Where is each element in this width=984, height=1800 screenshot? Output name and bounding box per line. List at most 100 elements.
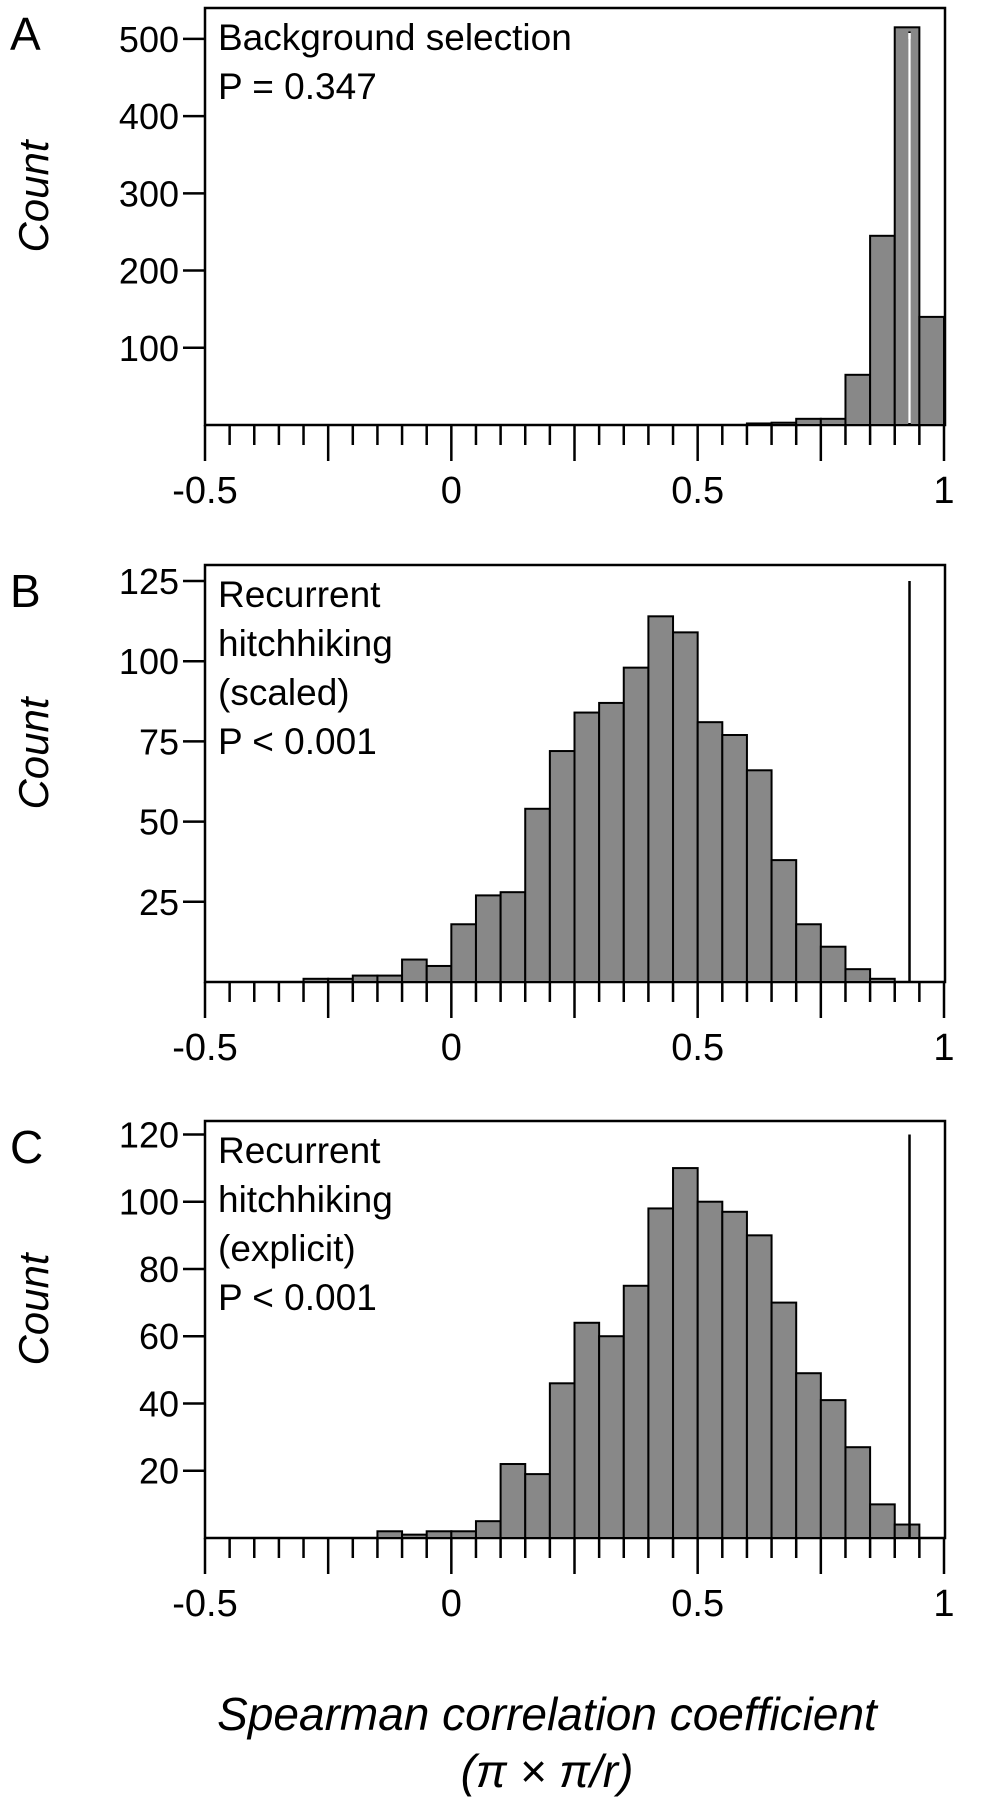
histogram-bar-c-19 xyxy=(844,1446,872,1540)
x-tick-label-c-2: 0.5 xyxy=(671,1583,724,1625)
y-tick-label-b-0: 25 xyxy=(139,882,179,923)
y-tick-label-b-2: 75 xyxy=(139,721,179,762)
inset-text-c-1: hitchhiking xyxy=(218,1179,393,1220)
y-tick-label-a-1: 200 xyxy=(119,251,179,292)
histogram-bar-b-7 xyxy=(474,894,502,984)
histogram-bar-b-18 xyxy=(745,769,773,983)
inset-text-c-0: Recurrent xyxy=(218,1130,381,1171)
histogram-bar-b-15 xyxy=(672,631,699,983)
y-tick-label-c-3: 80 xyxy=(139,1249,179,1290)
histogram-bar-b-0 xyxy=(302,977,330,983)
histogram-bar-c-15 xyxy=(745,1234,773,1540)
y-tick-label-c-5: 120 xyxy=(119,1114,179,1155)
histogram-bar-b-13 xyxy=(622,666,650,984)
histogram-bar-b-4 xyxy=(401,958,428,983)
histogram-bar-b-6 xyxy=(450,923,477,983)
y-tick-label-b-4: 125 xyxy=(119,561,179,602)
histogram-bar-a-0 xyxy=(745,422,773,427)
x-tick-label-a-1: 0 xyxy=(441,470,462,512)
histogram-bar-c-5 xyxy=(499,1463,527,1539)
panel-letter-a: A xyxy=(10,8,41,60)
y-tick-label-a-4: 500 xyxy=(119,19,179,60)
y-tick-label-c-2: 60 xyxy=(139,1316,179,1357)
histogram-bar-a-2 xyxy=(795,417,822,427)
histogram-bar-b-5 xyxy=(425,964,453,984)
histogram-bar-c-1 xyxy=(401,1533,428,1539)
histogram-bar-b-16 xyxy=(696,721,724,984)
histogram-bar-c-10 xyxy=(622,1284,650,1539)
panel-letter-b: B xyxy=(10,565,41,617)
x-tick-label-a-3: 1 xyxy=(933,470,954,512)
histogram-bar-c-8 xyxy=(573,1321,601,1539)
histogram-bar-b-9 xyxy=(524,807,551,983)
x-axis-label: Spearman correlation coefficient xyxy=(217,1688,879,1740)
inset-text-b-3: P < 0.001 xyxy=(218,721,377,762)
inset-text-c-3: P < 0.001 xyxy=(218,1277,377,1318)
histogram-bar-b-22 xyxy=(844,968,872,984)
histogram-bar-b-21 xyxy=(819,945,847,984)
y-tick-label-c-1: 40 xyxy=(139,1383,179,1424)
histogram-bar-b-11 xyxy=(573,711,601,983)
x-tick-label-c-0: -0.5 xyxy=(172,1583,237,1625)
histogram-bar-c-3 xyxy=(450,1530,477,1539)
histogram-bar-b-3 xyxy=(376,974,404,983)
x-axis-label-formula: (π × π/r) xyxy=(461,1745,634,1797)
histogram-bar-a-5 xyxy=(869,234,896,426)
histogram-bar-c-4 xyxy=(474,1520,502,1539)
inset-text-a-0: Background selection xyxy=(218,17,572,58)
y-tick-label-b-1: 50 xyxy=(139,802,179,843)
histogram-bar-c-2 xyxy=(425,1530,453,1539)
histogram-bar-b-10 xyxy=(548,750,576,983)
histogram-bar-c-21 xyxy=(893,1523,921,1539)
histogram-bar-b-12 xyxy=(598,701,625,984)
x-tick-label-b-0: -0.5 xyxy=(172,1027,237,1069)
histogram-bar-c-14 xyxy=(721,1210,748,1539)
histogram-bar-b-17 xyxy=(721,734,748,983)
y-tick-label-a-2: 300 xyxy=(119,173,179,214)
histogram-bar-b-19 xyxy=(770,859,798,983)
x-tick-label-b-3: 1 xyxy=(933,1027,954,1069)
histogram-bar-b-14 xyxy=(647,615,675,983)
histogram-bar-b-8 xyxy=(499,891,527,984)
panel-c: 20 40 60 80 100 120 -0.5 0 0.5 1 C Count Recurrent hi… xyxy=(10,1114,955,1625)
histogram-bar-a-7 xyxy=(918,315,945,426)
panel-b: 25 50 75 100 125 -0.5 0 0.5 1 B Count Recurrent hitc… xyxy=(10,561,955,1069)
histogram-bar-c-20 xyxy=(869,1503,896,1540)
histogram-bar-c-6 xyxy=(524,1473,551,1540)
histogram-bar-c-13 xyxy=(696,1200,724,1540)
inset-text-a-1: P = 0.347 xyxy=(218,66,377,107)
y-tick-label-a-3: 400 xyxy=(119,96,179,137)
histogram-bar-b-2 xyxy=(351,974,379,983)
y-tick-label-a-0: 100 xyxy=(119,328,179,369)
y-axis-label-a: Count xyxy=(10,138,57,252)
inset-text-b-0: Recurrent xyxy=(218,574,381,615)
x-tick-label-b-2: 0.5 xyxy=(671,1027,724,1069)
x-tick-label-b-1: 0 xyxy=(441,1027,462,1069)
x-tick-label-c-3: 1 xyxy=(933,1583,954,1625)
panel-letter-c: C xyxy=(10,1121,43,1173)
inset-text-b-2: (scaled) xyxy=(218,672,350,713)
histogram-bar-b-1 xyxy=(327,977,354,983)
y-tick-label-c-4: 100 xyxy=(119,1182,179,1223)
histogram-bar-c-9 xyxy=(598,1335,625,1540)
histogram-bar-a-4 xyxy=(844,373,872,426)
panel-a: 100 200 300 400 500 -0.5 0 0.5 1 A Count Background… xyxy=(10,6,955,512)
histogram-bar-a-3 xyxy=(819,417,847,427)
histogram-bar-c-7 xyxy=(548,1382,576,1539)
histogram-bar-b-23 xyxy=(869,977,896,983)
histogram-bar-b-20 xyxy=(795,923,822,983)
histogram-bar-c-0 xyxy=(376,1530,404,1539)
histogram-bar-c-17 xyxy=(795,1372,822,1540)
inset-text-b-1: hitchhiking xyxy=(218,623,393,664)
histogram-bar-c-16 xyxy=(770,1301,798,1540)
histogram-bar-a-6 xyxy=(893,26,921,427)
histogram-bar-a-1 xyxy=(770,421,798,426)
y-tick-label-c-0: 20 xyxy=(139,1451,179,1492)
inset-text-c-2: (explicit) xyxy=(218,1228,356,1269)
y-axis-label-b: Count xyxy=(10,695,57,809)
histogram-bar-c-12 xyxy=(672,1167,699,1540)
x-tick-label-a-2: 0.5 xyxy=(671,470,724,512)
x-tick-label-c-1: 0 xyxy=(441,1583,462,1625)
y-tick-label-b-3: 100 xyxy=(119,641,179,682)
